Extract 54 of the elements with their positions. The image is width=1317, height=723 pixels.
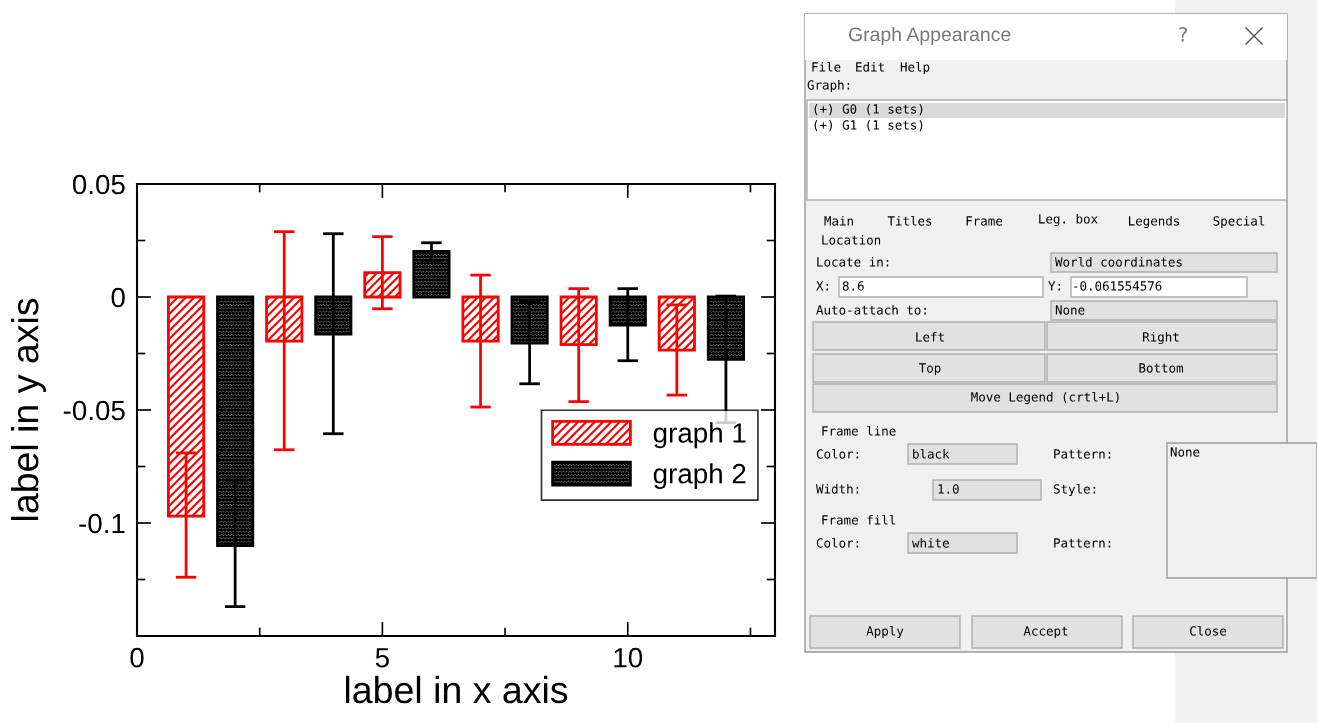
text: Titles: [887, 215, 932, 226]
x-tick-label: 5: [375, 648, 389, 668]
text: Width:: [816, 483, 859, 494]
text: Pattern:: [1054, 538, 1111, 548]
text: X:: [816, 281, 829, 291]
text: Frame fill: [822, 514, 896, 525]
y-tick-label: 0.05: [72, 174, 125, 195]
text: Frame: [966, 216, 1003, 226]
text: Accept: [1023, 626, 1068, 639]
y-tick-label: -0.1: [79, 513, 125, 534]
text: Left: [916, 331, 944, 342]
text: Graph:: [807, 79, 850, 93]
text: (+) G1 (1 sets): [814, 120, 923, 132]
y-tick-label: -0.05: [63, 400, 125, 421]
text: Bottom: [1139, 363, 1183, 373]
x-tick-label: 0: [130, 647, 144, 668]
text: Right: [1143, 331, 1179, 345]
text: Move Legend (crtl+L): [971, 391, 1119, 405]
text: Y:: [1048, 281, 1061, 291]
text: white: [912, 537, 949, 548]
text: None: [1055, 305, 1085, 315]
text: Help: [900, 61, 930, 75]
text: World coordinates: [1055, 256, 1182, 267]
text: Apply: [866, 625, 904, 639]
text: File: [812, 61, 841, 72]
text: 8.6: [842, 281, 864, 291]
text: black: [913, 448, 950, 459]
text: 1.0: [938, 484, 959, 494]
text: Auto-attach to:: [816, 304, 926, 315]
legend-label: graph 1: [653, 422, 746, 449]
text: Graph Appearance: [848, 26, 1011, 46]
x-axis-title: label in x axis: [345, 675, 568, 704]
text: None: [1170, 447, 1200, 457]
x-tick-label: 10: [614, 647, 643, 668]
y-axis-title: label in y axis: [10, 298, 46, 521]
text: Pattern:: [1054, 449, 1111, 459]
text: Color:: [816, 537, 859, 548]
text: (+) G0 (1 sets): [814, 104, 923, 116]
text: Style:: [1053, 483, 1096, 497]
text: Main: [824, 215, 853, 226]
text: Leg. box: [1039, 213, 1098, 227]
text: Legends: [1128, 215, 1180, 229]
text: Frame line: [822, 425, 896, 436]
text: -0.061554576: [1074, 281, 1162, 291]
text: ?: [1179, 26, 1188, 42]
text: Top: [919, 363, 941, 376]
text: Close: [1190, 625, 1227, 636]
y-tick-label: 0: [111, 287, 125, 308]
text: Special: [1213, 215, 1265, 229]
text: Edit: [856, 61, 884, 72]
text: Location: [822, 234, 881, 245]
text: Color:: [816, 448, 859, 459]
text: Locate in:: [817, 256, 889, 267]
legend-label: graph 2: [653, 463, 746, 490]
